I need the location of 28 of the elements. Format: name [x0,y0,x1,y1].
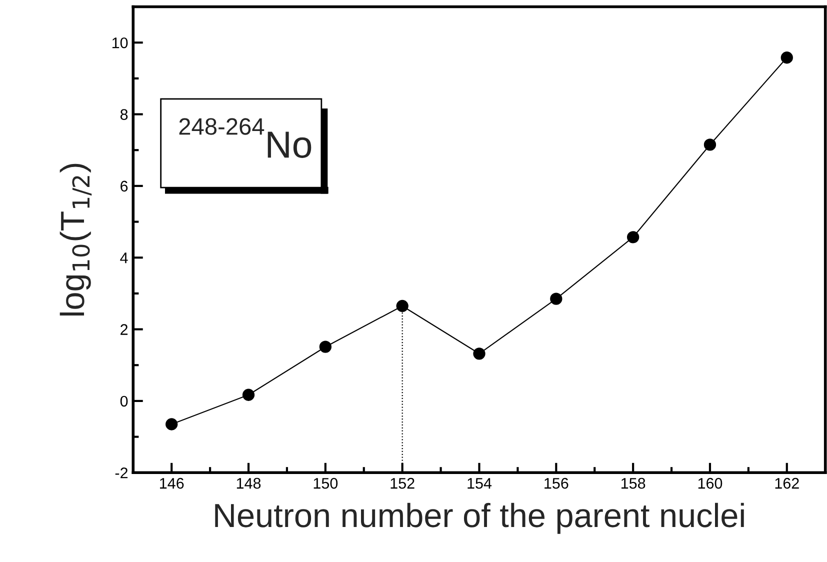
point [704,138,716,151]
x-tick-label: 148 [236,478,261,489]
point [242,388,255,401]
y-axis-title: log$_{10}$(T$_{1/2}$) [60,164,92,316]
x-tick-label: 150 [314,478,338,489]
y-tick-label: 10 [112,37,128,48]
y-tick-label: -2 [115,468,128,478]
annotation: 248-264No [179,118,312,158]
point [550,292,562,305]
y-tick-label: 4 [120,252,128,264]
x-tick-label: 162 [775,478,799,489]
x-tick-label: 160 [698,478,722,489]
y-tick-label: 0 [120,396,128,407]
x-tick-label: 156 [544,478,568,489]
point [396,300,408,312]
y-tick-label: 8 [120,109,128,120]
x-tick-label: 158 [621,478,646,489]
x-tick-label: 152 [390,478,414,489]
point [319,340,332,353]
point [473,348,486,360]
y-tick-label: 2 [120,324,128,335]
x-tick-label: 146 [160,478,184,489]
point [780,52,793,64]
y-tick-label: 6 [120,180,128,192]
x-tick-label: 154 [468,478,492,489]
point [166,418,178,430]
point [626,231,640,244]
x-axis-title: Neutron number of the parent nuclei [215,502,744,534]
